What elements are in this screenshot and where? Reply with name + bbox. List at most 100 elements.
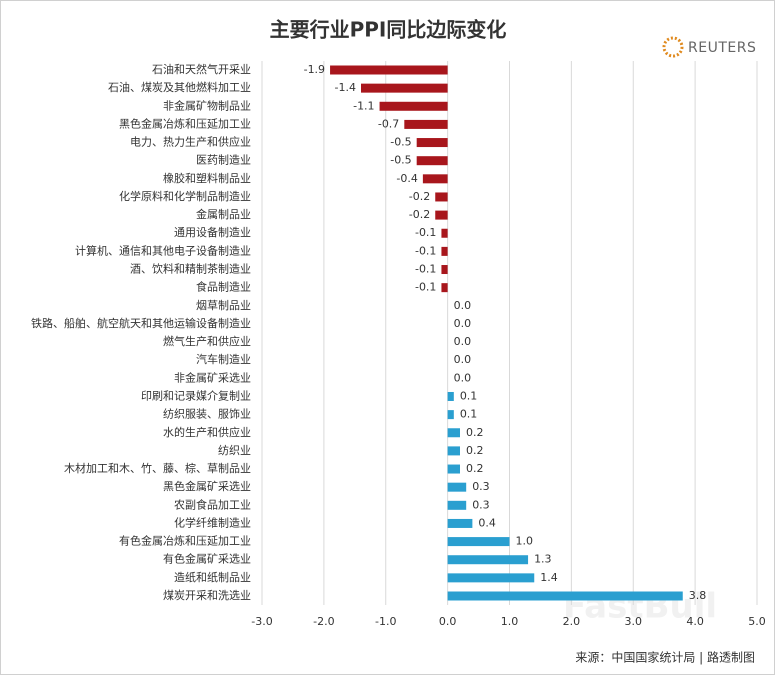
bar <box>447 591 683 601</box>
value-label: 1.4 <box>540 571 558 584</box>
y-tick-label: 石油和天然气开采业 <box>152 62 251 76</box>
y-tick-label: 橡胶和塑料制品业 <box>163 171 251 185</box>
y-tick-label: 汽车制造业 <box>196 352 251 366</box>
value-label: -0.2 <box>409 208 430 221</box>
logo-icon <box>662 36 684 58</box>
y-tick-label: 金属制品业 <box>196 207 251 221</box>
y-tick-label: 水的生产和供应业 <box>163 425 251 439</box>
x-tick-label: 1.0 <box>501 615 519 628</box>
value-label: 0.1 <box>460 389 478 402</box>
bar <box>404 119 448 129</box>
y-tick-label: 计算机、通信和其他电子设备制造业 <box>75 243 251 257</box>
bar <box>447 410 454 420</box>
y-tick-label: 黑色金属矿采选业 <box>163 479 251 493</box>
y-tick-label: 医药制造业 <box>196 153 251 167</box>
y-tick-label: 电力、热力生产和供应业 <box>130 135 251 149</box>
bar <box>447 391 454 401</box>
y-tick-label: 农副食品加工业 <box>174 497 251 511</box>
value-label: 0.0 <box>454 335 472 348</box>
bar <box>447 446 460 456</box>
value-label: 0.3 <box>472 498 490 511</box>
bar <box>379 101 448 111</box>
value-label: 0.2 <box>466 462 484 475</box>
bar <box>447 428 460 438</box>
value-label: 0.3 <box>472 480 490 493</box>
y-tick-label: 煤炭开采和洗选业 <box>163 589 251 602</box>
value-label: -0.1 <box>415 226 436 239</box>
bar <box>441 228 448 238</box>
y-tick-label: 石油、煤炭及其他燃料加工业 <box>108 80 251 94</box>
y-tick-label: 木材加工和木、竹、藤、棕、草制品业 <box>64 461 251 475</box>
bar <box>447 482 467 492</box>
x-tick-label: 2.0 <box>563 615 581 628</box>
value-label: -0.5 <box>390 154 411 167</box>
bar <box>447 464 460 474</box>
y-tick-label: 化学纤维制造业 <box>174 515 251 529</box>
value-label: 0.0 <box>454 371 472 384</box>
bar <box>447 573 535 583</box>
y-tick-label: 纺织服装、服饰业 <box>163 407 251 421</box>
y-tick-label: 食品制造业 <box>196 280 251 294</box>
value-label: 1.0 <box>516 535 534 548</box>
y-tick-label: 有色金属冶炼和压延加工业 <box>119 534 251 548</box>
value-label: -1.4 <box>335 81 356 94</box>
bar <box>361 83 448 93</box>
x-tick-label: -1.0 <box>375 615 396 628</box>
y-tick-label: 造纸和纸制品业 <box>174 570 251 584</box>
value-label: -0.2 <box>409 190 430 203</box>
bar <box>441 265 448 275</box>
value-label: -0.1 <box>415 263 436 276</box>
y-tick-label: 纺织业 <box>218 443 251 457</box>
y-tick-label: 铁路、船舶、航空航天和其他运输设备制造业 <box>31 316 251 330</box>
value-label: 0.4 <box>478 516 496 529</box>
x-tick-label: -2.0 <box>313 615 334 628</box>
value-label: 0.2 <box>466 444 484 457</box>
chart-title: 主要行业PPI同比边际变化 <box>270 18 507 42</box>
y-tick-label: 非金属矿采选业 <box>174 370 251 384</box>
value-label: 3.8 <box>689 589 707 602</box>
value-label: -1.1 <box>353 99 374 112</box>
x-tick-label: 3.0 <box>625 615 643 628</box>
bar <box>416 156 448 166</box>
value-label: -0.1 <box>415 244 436 257</box>
value-label: -0.4 <box>396 172 417 185</box>
y-tick-label: 酒、饮料和精制茶制造业 <box>130 262 251 276</box>
y-tick-label: 通用设备制造业 <box>174 225 251 239</box>
y-tick-label: 非金属矿物制品业 <box>163 98 251 112</box>
value-label: -0.7 <box>378 117 399 130</box>
bar <box>447 537 510 547</box>
x-tick-label: 4.0 <box>686 615 704 628</box>
x-tick-label: 5.0 <box>748 615 766 628</box>
source-note: 来源：中国国家统计局 | 路透制图 <box>575 650 755 665</box>
value-label: 0.0 <box>454 317 472 330</box>
y-tick-label: 有色金属矿采选业 <box>163 552 251 566</box>
value-label: 0.0 <box>454 299 472 312</box>
x-tick-label: 0.0 <box>439 615 457 628</box>
value-label: 1.3 <box>534 553 552 566</box>
value-label: -1.9 <box>304 63 325 76</box>
value-label: -0.1 <box>415 281 436 294</box>
bar <box>447 500 467 510</box>
bar <box>422 174 448 184</box>
y-tick-label: 化学原料和化学制品制造业 <box>119 189 251 203</box>
value-label: 0.2 <box>466 426 484 439</box>
value-label: 0.1 <box>460 408 478 421</box>
bar <box>435 192 448 202</box>
y-tick-label: 印刷和记录媒介复制业 <box>141 388 251 402</box>
y-tick-label: 燃气生产和供应业 <box>163 334 251 348</box>
bar <box>441 283 448 293</box>
logo: REUTERS <box>688 40 756 56</box>
bar <box>330 65 448 75</box>
value-label: 0.0 <box>454 353 472 366</box>
y-tick-label: 黑色金属冶炼和压延加工业 <box>119 116 251 130</box>
bar <box>435 210 448 220</box>
bar <box>416 138 448 148</box>
x-tick-label: -3.0 <box>251 615 272 628</box>
bar <box>447 555 529 565</box>
bar <box>441 246 448 256</box>
bar <box>447 518 473 528</box>
y-tick-label: 烟草制品业 <box>196 298 251 312</box>
